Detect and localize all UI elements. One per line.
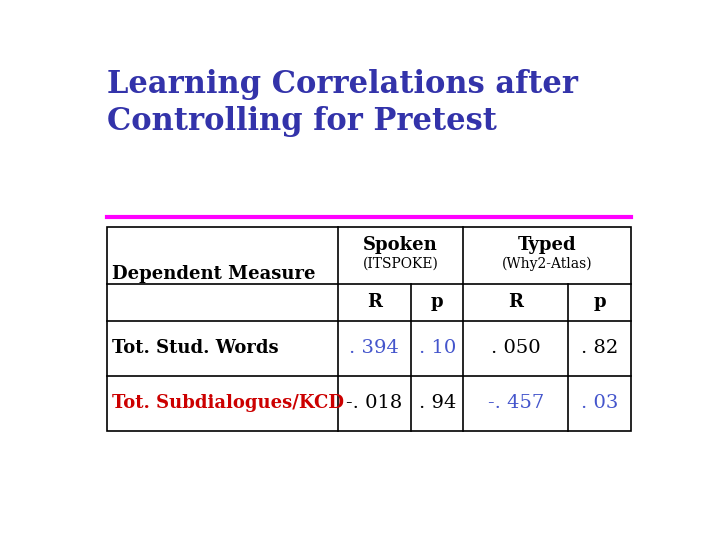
- Text: . 394: . 394: [349, 339, 399, 357]
- Text: R: R: [508, 293, 523, 312]
- Text: p: p: [593, 293, 606, 312]
- Text: Tot. Subdialogues/KCD: Tot. Subdialogues/KCD: [112, 394, 344, 412]
- Text: . 03: . 03: [581, 394, 618, 412]
- Text: p: p: [431, 293, 444, 312]
- Text: . 94: . 94: [418, 394, 456, 412]
- Text: Dependent Measure: Dependent Measure: [112, 265, 316, 283]
- Text: (ITSPOKE): (ITSPOKE): [363, 257, 438, 271]
- Text: . 050: . 050: [491, 339, 541, 357]
- Text: (Why2-Atlas): (Why2-Atlas): [502, 256, 593, 271]
- Text: . 10: . 10: [418, 339, 456, 357]
- Text: -. 457: -. 457: [487, 394, 544, 412]
- Text: Spoken: Spoken: [363, 236, 438, 254]
- Text: Typed: Typed: [518, 236, 577, 254]
- Text: Tot. Stud. Words: Tot. Stud. Words: [112, 339, 279, 357]
- Text: R: R: [366, 293, 382, 312]
- Text: Learning Correlations after
Controlling for Pretest: Learning Correlations after Controlling …: [107, 69, 577, 137]
- Text: -. 018: -. 018: [346, 394, 402, 412]
- Text: . 82: . 82: [581, 339, 618, 357]
